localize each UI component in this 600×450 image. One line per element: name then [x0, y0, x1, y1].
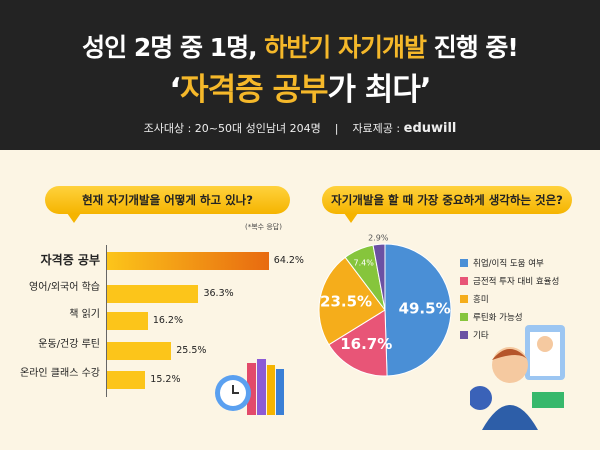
clock-books-illustration	[215, 359, 284, 415]
bar	[107, 285, 199, 303]
bar-value-label: 25.5%	[176, 345, 207, 356]
bar-category-label: 영어/외국어 학습	[29, 282, 100, 293]
pie-value-label: 7.4%	[354, 259, 375, 268]
bar	[107, 252, 269, 270]
bar-category-label: 운동/건강 루틴	[38, 339, 100, 350]
legend-label: 루틴화 가능성	[473, 313, 523, 323]
headline: 성인 2명 중 1명, 하반기 자기개발 진행 중!	[82, 33, 519, 62]
pie-value-label: 16.7%	[340, 335, 392, 353]
bar	[107, 342, 172, 360]
legend-label: 흥미	[473, 295, 489, 305]
legend-label: 금전적 투자 대비 효율성	[473, 277, 560, 287]
legend-swatch	[460, 331, 468, 339]
bar-axis	[106, 245, 107, 397]
pie-chart-title: 자기개발을 할 때 가장 중요하게 생각하는 것은?	[322, 186, 572, 223]
legend-item: 루틴화 가능성	[460, 311, 523, 323]
pie-slice	[318, 256, 386, 346]
bar-value-label: 15.2%	[150, 374, 181, 385]
bar-value-label: 36.3%	[203, 288, 234, 299]
subheadline: ‘자격증 공부가 최다’	[169, 72, 431, 108]
legend-swatch	[460, 313, 468, 321]
bar-value-label: 64.2%	[273, 255, 304, 266]
bar	[107, 371, 146, 389]
legend-item: 흥미	[460, 293, 489, 305]
legend-label: 취업/이직 도움 여부	[473, 259, 544, 269]
pie-slice	[328, 309, 388, 377]
pie-slice	[384, 243, 452, 377]
bar-chart-title: 현재 자기개발을 어떻게 하고 있나?	[45, 186, 290, 223]
multiple-response-note: (*복수 응답)	[245, 223, 282, 231]
pie-chart: 49.5% 16.7% 23.5% 7.4% 2.9%	[318, 233, 452, 377]
legend-item: 금전적 투자 대비 효율성	[460, 275, 559, 287]
legend-label: 기타	[473, 331, 489, 341]
legend-swatch	[460, 259, 468, 267]
bar-category-label: 온라인 클래스 수강	[20, 368, 100, 379]
legend-item: 기타	[460, 329, 489, 341]
pie-value-label: 2.9%	[368, 233, 389, 242]
header: 성인 2명 중 1명, 하반기 자기개발 진행 중! ‘자격증 공부가 최다’ …	[0, 0, 600, 150]
bar-value-label: 16.2%	[152, 315, 183, 326]
survey-info: 조사대상 : 20~50대 성인남녀 204명 | 자료제공 : eduwill	[143, 121, 457, 136]
legend-item: 취업/이직 도움 여부	[460, 257, 544, 269]
legend-swatch	[460, 277, 468, 285]
pie-value-label: 49.5%	[399, 299, 451, 317]
person-illustration	[470, 325, 565, 430]
eduwill-logo: eduwill	[403, 121, 457, 136]
bar-category-label: 책 읽기	[69, 309, 100, 320]
bar	[107, 312, 148, 330]
bar-category-label: 자격증 공부	[40, 253, 100, 267]
legend-swatch	[460, 295, 468, 303]
pie-slice	[372, 243, 386, 311]
pie-value-label: 23.5%	[320, 293, 372, 311]
